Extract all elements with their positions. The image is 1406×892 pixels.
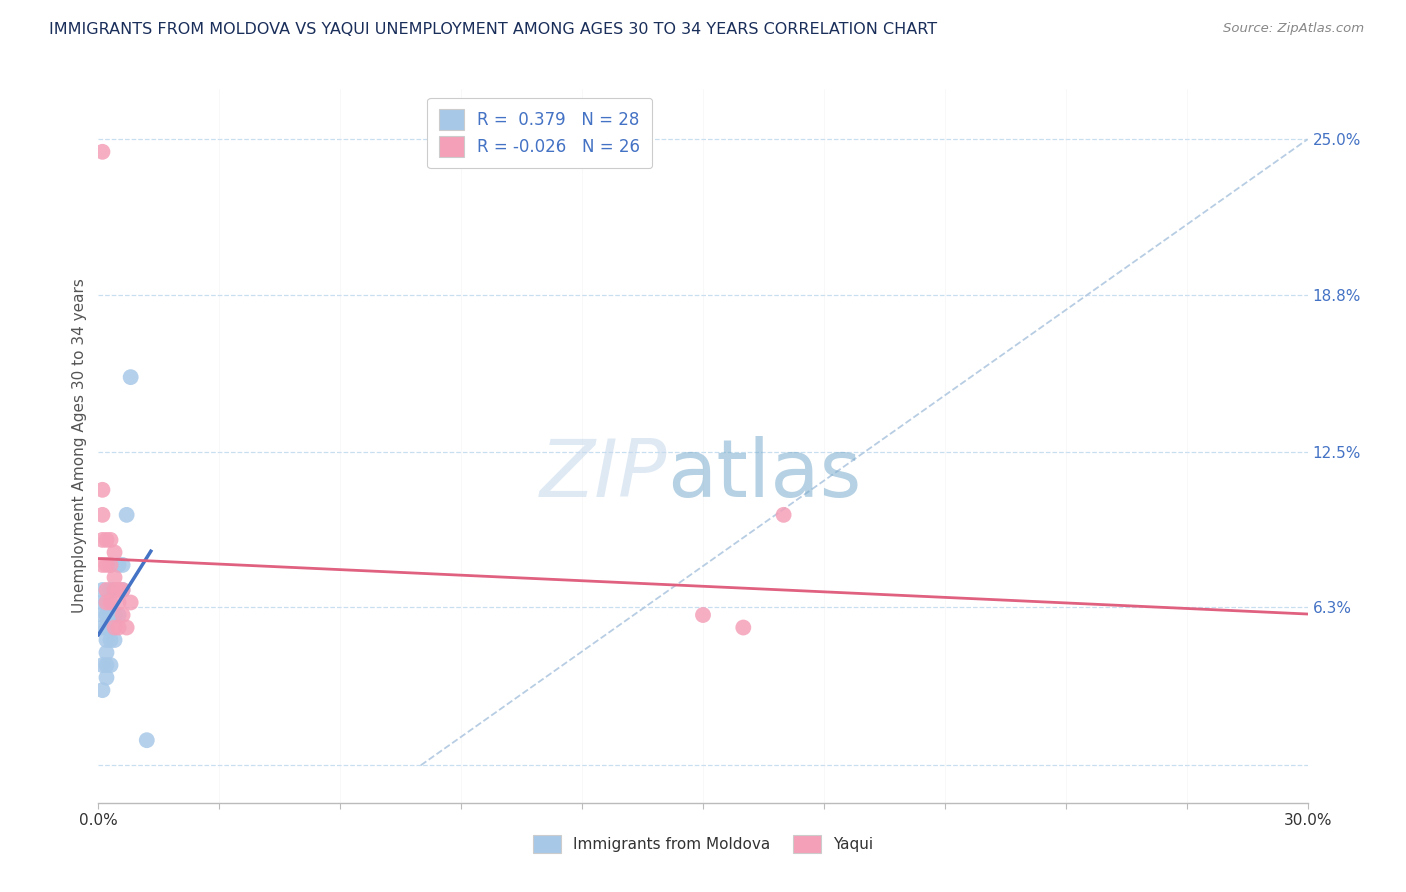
- Point: [115, 621, 138, 635]
- Point: [103, 570, 125, 584]
- Point: [100, 595, 122, 609]
- Point: [111, 582, 134, 597]
- Point: [103, 582, 125, 597]
- Legend: Immigrants from Moldova, Yaqui: Immigrants from Moldova, Yaqui: [527, 829, 879, 859]
- Point: [91, 621, 114, 635]
- Point: [91, 658, 114, 673]
- Point: [96, 646, 118, 660]
- Point: [91, 533, 114, 547]
- Point: [103, 582, 125, 597]
- Point: [96, 621, 118, 635]
- Point: [692, 607, 714, 622]
- Point: [103, 621, 125, 635]
- Point: [96, 633, 118, 648]
- Text: Source: ZipAtlas.com: Source: ZipAtlas.com: [1223, 22, 1364, 36]
- Point: [96, 595, 118, 609]
- Point: [733, 621, 755, 635]
- Point: [135, 733, 157, 747]
- Point: [91, 483, 114, 497]
- Point: [96, 607, 118, 622]
- Point: [107, 595, 129, 609]
- Point: [120, 370, 142, 384]
- Point: [96, 582, 118, 597]
- Point: [103, 545, 125, 559]
- Point: [91, 595, 114, 609]
- Point: [107, 607, 129, 622]
- Point: [107, 558, 129, 572]
- Point: [91, 607, 114, 622]
- Point: [96, 595, 118, 609]
- Text: IMMIGRANTS FROM MOLDOVA VS YAQUI UNEMPLOYMENT AMONG AGES 30 TO 34 YEARS CORRELAT: IMMIGRANTS FROM MOLDOVA VS YAQUI UNEMPLO…: [49, 22, 938, 37]
- Point: [120, 595, 142, 609]
- Point: [96, 671, 118, 685]
- Y-axis label: Unemployment Among Ages 30 to 34 years: Unemployment Among Ages 30 to 34 years: [72, 278, 87, 614]
- Point: [91, 145, 114, 159]
- Point: [100, 582, 122, 597]
- Point: [103, 607, 125, 622]
- Point: [100, 633, 122, 648]
- Point: [111, 582, 134, 597]
- Point: [107, 621, 129, 635]
- Point: [100, 533, 122, 547]
- Point: [103, 633, 125, 648]
- Point: [100, 558, 122, 572]
- Point: [91, 582, 114, 597]
- Point: [91, 508, 114, 522]
- Point: [111, 558, 134, 572]
- Point: [91, 683, 114, 698]
- Point: [96, 558, 118, 572]
- Point: [107, 582, 129, 597]
- Point: [100, 558, 122, 572]
- Point: [100, 658, 122, 673]
- Point: [115, 508, 138, 522]
- Point: [772, 508, 794, 522]
- Point: [96, 533, 118, 547]
- Point: [111, 607, 134, 622]
- Text: atlas: atlas: [666, 435, 860, 514]
- Point: [91, 558, 114, 572]
- Text: ZIP: ZIP: [540, 435, 666, 514]
- Point: [96, 658, 118, 673]
- Point: [100, 607, 122, 622]
